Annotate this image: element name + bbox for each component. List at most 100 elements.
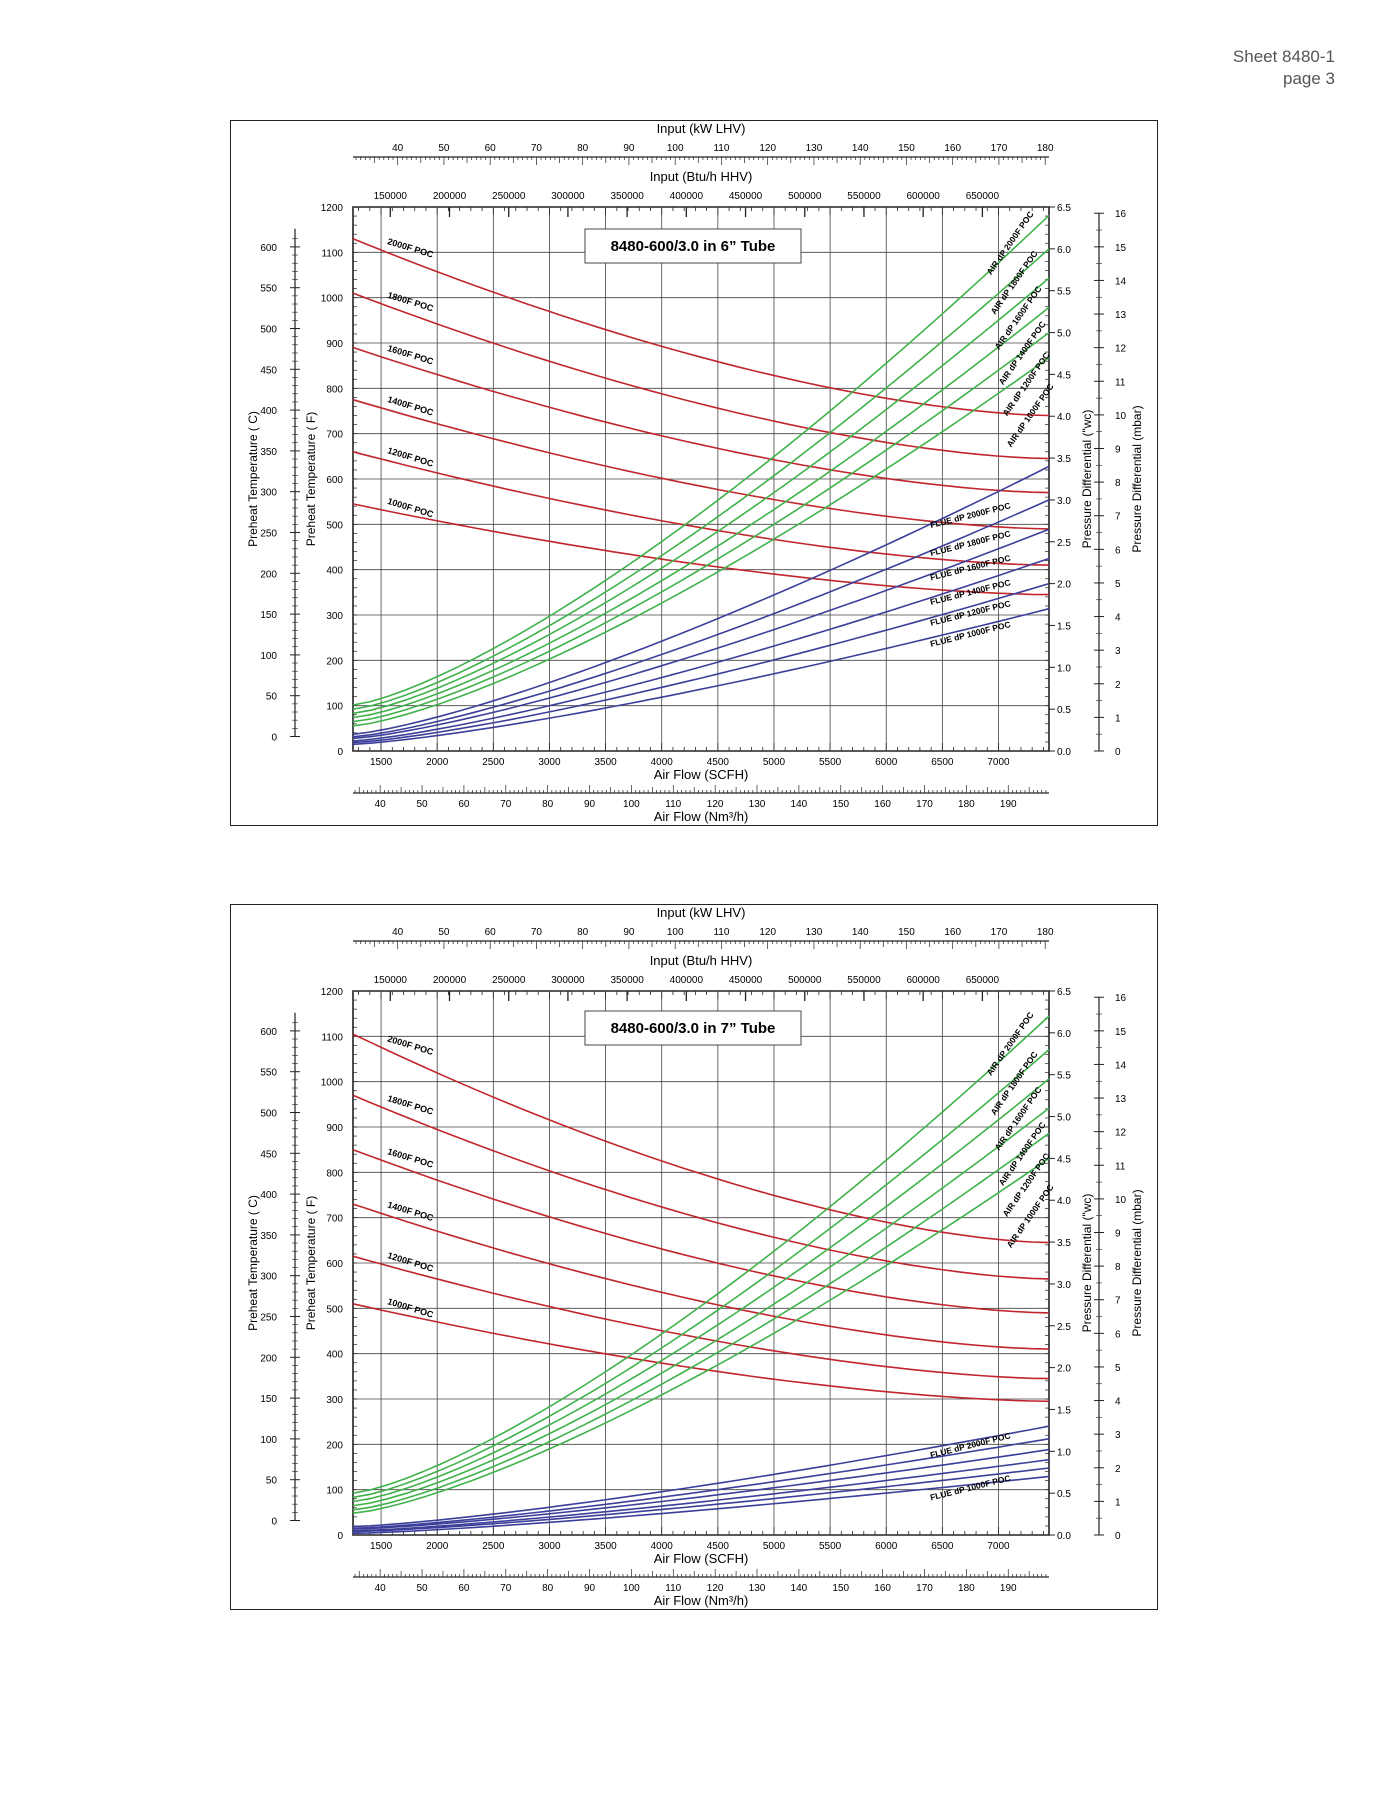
btu-axis-title: Input (Btu/h HHV): [650, 169, 753, 184]
y-tick-label-wc: 4.0: [1057, 1196, 1071, 1207]
y-tick-label-mbar: 11: [1115, 377, 1126, 388]
y-tick-label-mbar: 15: [1115, 243, 1127, 254]
series-line: [352, 292, 1050, 460]
series-line: [352, 237, 1050, 417]
y-tick-label-c: 250: [260, 528, 277, 539]
y-axis-title-f: Preheat Temperature ( F): [304, 412, 318, 547]
y-tick-label-wc: 0.0: [1057, 1531, 1071, 1542]
x-tick-label: 4500: [707, 757, 730, 768]
btu-tick-label: 350000: [610, 191, 644, 202]
kw-axis-title: Input (kW LHV): [657, 121, 746, 136]
y-tick-label-wc: 6.0: [1057, 245, 1071, 256]
kw-tick-label: 180: [1037, 143, 1054, 154]
y-tick-label-c: 500: [260, 1108, 277, 1119]
x-tick-label: 3500: [594, 1541, 617, 1552]
y-tick-label-wc: 6.0: [1057, 1029, 1071, 1040]
nm3-tick-label: 40: [375, 799, 387, 810]
y-tick-label-f: 1000: [321, 1078, 344, 1089]
y-tick-label-wc: 1.0: [1057, 1447, 1071, 1458]
y-tick-label-wc: 5.5: [1057, 287, 1071, 298]
y-tick-label-mbar: 10: [1115, 1195, 1127, 1206]
kw-tick-label: 50: [438, 143, 450, 154]
y-tick-label-mbar: 1: [1115, 713, 1121, 724]
y-tick-label-f: 1000: [321, 294, 344, 305]
nm3-tick-label: 180: [958, 799, 975, 810]
y-tick-label-wc: 1.5: [1057, 1405, 1071, 1416]
y-tick-label-c: 350: [260, 447, 277, 458]
x-tick-label: 6500: [931, 757, 954, 768]
y-tick-label-c: 550: [260, 284, 277, 295]
x-tick-label: 5500: [819, 757, 842, 768]
nm3-axis-title: Air Flow (Nm³/h): [654, 809, 749, 824]
y-tick-label-c: 400: [260, 406, 277, 417]
y-tick-label-c: 350: [260, 1231, 277, 1242]
x-tick-label: 2500: [482, 757, 505, 768]
kw-tick-label: 120: [759, 927, 776, 938]
btu-tick-label: 250000: [492, 191, 526, 202]
kw-tick-label: 180: [1037, 927, 1054, 938]
btu-tick-label: 400000: [670, 975, 704, 986]
y-tick-label-mbar: 5: [1115, 579, 1121, 590]
y-tick-label-c: 400: [260, 1190, 277, 1201]
y-tick-label-wc: 6.5: [1057, 203, 1071, 214]
nm3-tick-label: 60: [458, 1583, 470, 1594]
y-axis-title-wc: Pressure Differential ("wc): [1080, 1194, 1094, 1333]
y-tick-label-c: 50: [266, 1476, 278, 1487]
nm3-tick-label: 180: [958, 1583, 975, 1594]
x-tick-label: 4500: [707, 1541, 730, 1552]
nm3-tick-label: 80: [542, 799, 554, 810]
nm3-tick-label: 70: [500, 799, 512, 810]
y-tick-label-wc: 2.5: [1057, 538, 1071, 549]
nm3-tick-label: 120: [707, 799, 724, 810]
y-tick-label-f: 300: [326, 1395, 343, 1406]
y-tick-label-mbar: 8: [1115, 1262, 1121, 1273]
series-line: [352, 1448, 1050, 1530]
series-line: [352, 499, 1050, 738]
nm3-tick-label: 80: [542, 1583, 554, 1594]
y-tick-label-mbar: 7: [1115, 1296, 1121, 1307]
y-tick-label-mbar: 16: [1115, 993, 1127, 1004]
y-tick-label-c: 450: [260, 365, 277, 376]
sheet-number: Sheet 8480-1: [1232, 47, 1335, 66]
x-tick-label: 6500: [931, 1541, 954, 1552]
y-tick-label-mbar: 12: [1115, 344, 1127, 355]
y-tick-label-f: 900: [326, 339, 343, 350]
y-tick-label-mbar: 3: [1115, 1430, 1121, 1441]
series-line: [352, 214, 1050, 706]
btu-tick-label: 150000: [374, 191, 408, 202]
chart-title: 8480-600/3.0 in 7” Tube: [611, 1020, 776, 1037]
btu-tick-label: 200000: [433, 975, 467, 986]
y-tick-label-mbar: 6: [1115, 1329, 1121, 1340]
y-tick-label-f: 200: [326, 656, 343, 667]
y-tick-label-wc: 4.5: [1057, 1154, 1071, 1165]
y-tick-label-f: 800: [326, 1168, 343, 1179]
y-tick-label-f: 700: [326, 430, 343, 441]
kw-tick-label: 100: [667, 927, 684, 938]
kw-axis-title: Input (kW LHV): [657, 905, 746, 920]
x-tick-label: 2000: [426, 1541, 449, 1552]
y-tick-label-mbar: 8: [1115, 478, 1121, 489]
y-tick-label-wc: 3.5: [1057, 1238, 1071, 1249]
y-tick-label-mbar: 10: [1115, 411, 1127, 422]
btu-tick-label: 300000: [551, 975, 585, 986]
nm3-tick-label: 130: [749, 1583, 766, 1594]
y-tick-label-f: 800: [326, 384, 343, 395]
y-tick-label-wc: 5.0: [1057, 329, 1071, 340]
y-axis-title-wc: Pressure Differential ("wc): [1080, 410, 1094, 549]
y-tick-label-mbar: 3: [1115, 646, 1121, 657]
y-tick-label-wc: 4.5: [1057, 370, 1071, 381]
y-tick-label-wc: 3.5: [1057, 454, 1071, 465]
y-tick-label-f: 500: [326, 520, 343, 531]
btu-tick-label: 300000: [551, 191, 585, 202]
series-line: [352, 1157, 1050, 1514]
nm3-tick-label: 110: [665, 1583, 681, 1594]
series-line: [352, 465, 1050, 736]
y-tick-label-c: 200: [260, 1353, 277, 1364]
x-axis-title: Air Flow (SCFH): [654, 1551, 749, 1566]
btu-tick-label: 550000: [847, 975, 881, 986]
y-tick-label-mbar: 9: [1115, 444, 1121, 455]
y-tick-label-f: 200: [326, 1440, 343, 1451]
series-line: [352, 1132, 1050, 1511]
btu-tick-label: 600000: [906, 191, 940, 202]
y-tick-label-c: 500: [260, 324, 277, 335]
